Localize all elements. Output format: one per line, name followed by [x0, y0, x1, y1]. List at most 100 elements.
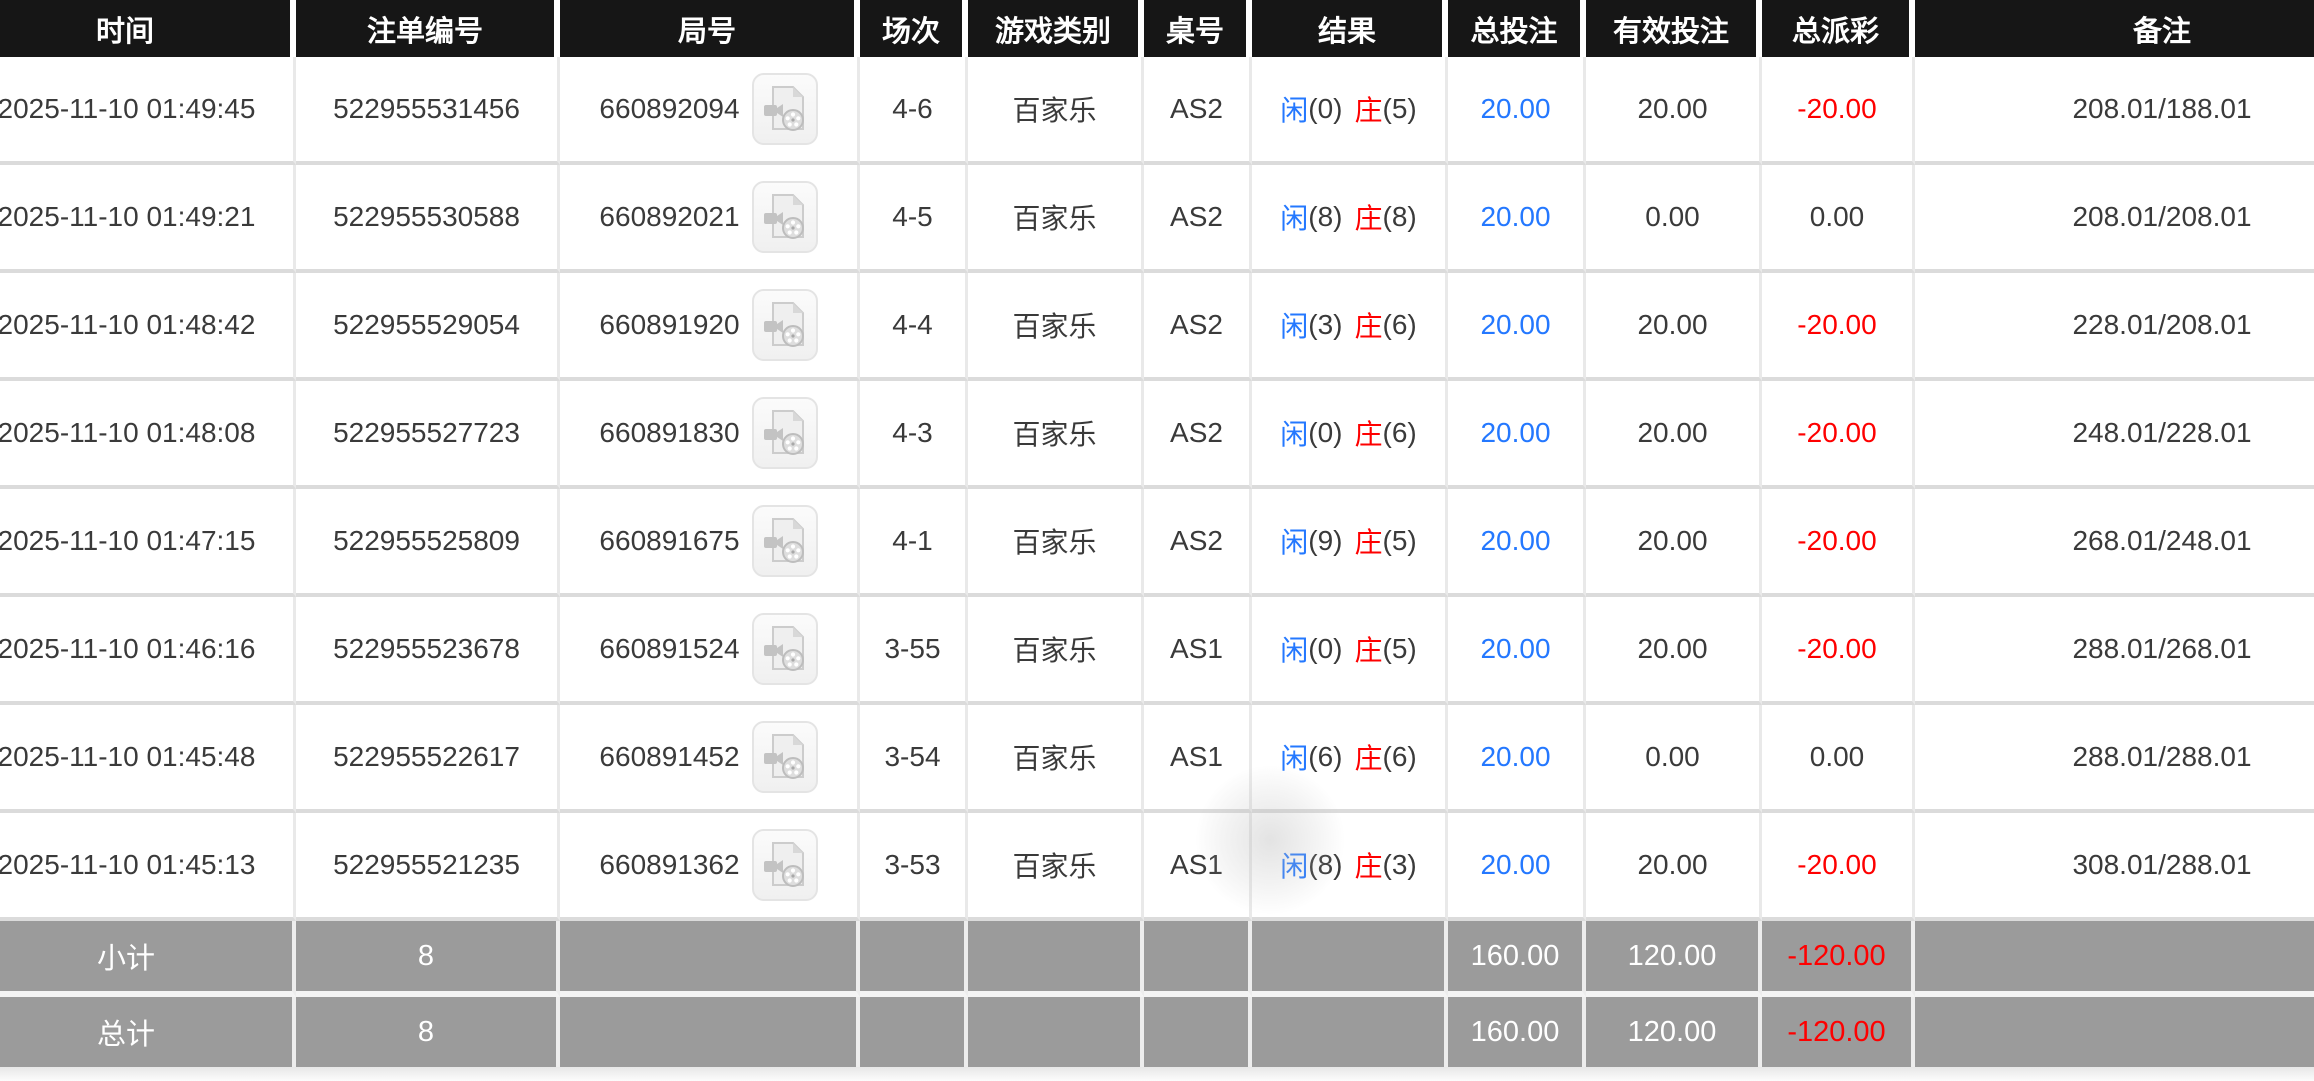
subtotal-count: 8 [296, 921, 560, 997]
cell-bet-id: 522955531456 [296, 57, 560, 165]
video-icon [763, 734, 804, 779]
cell-remark: 288.01/268.01 [1915, 597, 2314, 705]
result-banker-label: 庄 [1354, 635, 1383, 666]
cell-bet-id: 522955521235 [296, 813, 560, 921]
total-payout: -120.00 [1787, 1015, 1886, 1048]
cell-remark: 288.01/288.01 [1915, 705, 2314, 813]
cell-valid-bet: 0.00 [1586, 165, 1762, 273]
cell-bet-id: 522955527723 [296, 381, 560, 489]
cell-result: 闲 (0) 庄 (6) [1252, 381, 1448, 489]
cell-round-id: 660891524 [560, 597, 860, 705]
result-player-label: 闲 [1280, 95, 1309, 126]
cell-payout: -20.00 [1797, 849, 1877, 880]
cell-game-type: 百家乐 [968, 165, 1144, 273]
cell-valid-bet: 20.00 [1586, 381, 1762, 489]
video-replay-button[interactable] [751, 721, 818, 793]
video-replay-button[interactable] [751, 613, 818, 685]
result-player-score: (0) [1308, 93, 1343, 124]
subtotal-valid-bet: 120.00 [1586, 921, 1762, 997]
cell-round-id: 660891920 [560, 273, 860, 381]
cell-session: 3-53 [860, 813, 968, 921]
cell-time: 2025-11-10 01:49:45 [0, 57, 296, 165]
cell-payout: 0.00 [1809, 201, 1865, 232]
cell-session: 4-6 [860, 57, 968, 165]
total-row: 总计 8 160.00 120.00 -120.00 [0, 997, 2314, 1067]
video-icon [763, 842, 804, 887]
video-icon [763, 410, 804, 455]
cell-table-id: AS1 [1144, 705, 1252, 813]
result-player-label: 闲 [1280, 527, 1309, 558]
column-header-time: 时间 [0, 0, 296, 57]
cell-total-bet: 20.00 [1448, 273, 1586, 381]
video-icon [763, 626, 804, 671]
cell-result: 闲 (8) 庄 (3) [1252, 813, 1448, 921]
cell-result: 闲 (9) 庄 (5) [1252, 489, 1448, 597]
total-empty-cell [860, 997, 968, 1067]
video-icon [763, 302, 804, 347]
cell-game-type: 百家乐 [968, 489, 1144, 597]
result-player-score: (9) [1308, 525, 1343, 556]
cell-result: 闲 (6) 庄 (6) [1252, 705, 1448, 813]
cell-game-type: 百家乐 [968, 813, 1144, 921]
subtotal-empty-cell [968, 921, 1144, 997]
table-bottom-edge [0, 1067, 2314, 1081]
cell-remark: 228.01/208.01 [1915, 273, 2314, 381]
table-row: 2025-11-10 01:45:48 522955522617 6608914… [0, 705, 2314, 813]
total-total-bet: 160.00 [1448, 997, 1586, 1067]
cell-table-id: AS2 [1144, 57, 1252, 165]
cell-bet-id: 522955529054 [296, 273, 560, 381]
video-icon [763, 86, 804, 131]
video-replay-button[interactable] [751, 73, 818, 145]
cell-result: 闲 (0) 庄 (5) [1252, 597, 1448, 705]
video-replay-button[interactable] [751, 505, 818, 577]
total-empty-cell [1915, 997, 2314, 1067]
cell-valid-bet: 20.00 [1586, 489, 1762, 597]
column-header-valid-bet: 有效投注 [1586, 0, 1762, 57]
table-row: 2025-11-10 01:49:21 522955530588 6608920… [0, 165, 2314, 273]
subtotal-row: 小计 8 160.00 120.00 -120.00 [0, 921, 2314, 997]
total-empty-cell [1252, 997, 1448, 1067]
column-header-session: 场次 [860, 0, 968, 57]
cell-time: 2025-11-10 01:46:16 [0, 597, 296, 705]
video-replay-button[interactable] [751, 829, 818, 901]
cell-round-id: 660892094 [560, 57, 860, 165]
result-banker-score: (8) [1382, 201, 1417, 232]
result-player-score: (8) [1308, 201, 1343, 232]
table-row: 2025-11-10 01:46:16 522955523678 6608915… [0, 597, 2314, 705]
result-player-label: 闲 [1280, 743, 1309, 774]
cell-bet-id: 522955525809 [296, 489, 560, 597]
column-header-round-id: 局号 [560, 0, 860, 57]
result-banker-label: 庄 [1354, 95, 1383, 126]
result-player-score: (0) [1308, 633, 1343, 664]
result-banker-label: 庄 [1354, 419, 1383, 450]
result-banker-score: (5) [1382, 525, 1417, 556]
cell-game-type: 百家乐 [968, 381, 1144, 489]
cell-bet-id: 522955530588 [296, 165, 560, 273]
subtotal-payout: -120.00 [1787, 939, 1886, 972]
result-player-score: (3) [1308, 309, 1343, 340]
cell-time: 2025-11-10 01:48:08 [0, 381, 296, 489]
cell-round-id: 660891362 [560, 813, 860, 921]
result-banker-label: 庄 [1354, 851, 1383, 882]
result-player-score: (8) [1308, 849, 1343, 880]
table-row: 2025-11-10 01:49:45 522955531456 6608920… [0, 57, 2314, 165]
cell-time: 2025-11-10 01:45:13 [0, 813, 296, 921]
result-player-label: 闲 [1280, 419, 1309, 450]
result-banker-label: 庄 [1354, 203, 1383, 234]
cell-game-type: 百家乐 [968, 597, 1144, 705]
round-id-text: 660892021 [599, 201, 740, 232]
video-replay-button[interactable] [751, 289, 818, 361]
cell-bet-id: 522955523678 [296, 597, 560, 705]
video-replay-button[interactable] [751, 397, 818, 469]
cell-table-id: AS2 [1144, 489, 1252, 597]
round-id-text: 660892094 [599, 93, 740, 124]
total-empty-cell [1144, 997, 1252, 1067]
video-icon [763, 518, 804, 563]
subtotal-label: 小计 [0, 921, 296, 997]
cell-valid-bet: 0.00 [1586, 705, 1762, 813]
video-replay-button[interactable] [751, 181, 818, 253]
round-id-text: 660891452 [599, 741, 740, 772]
result-banker-label: 庄 [1354, 527, 1383, 558]
total-empty-cell [560, 997, 860, 1067]
